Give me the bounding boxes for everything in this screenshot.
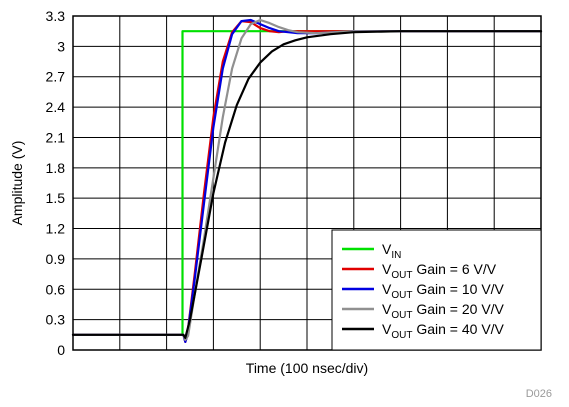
plot-area-frame xyxy=(72,15,542,351)
legend-label: VIN xyxy=(382,241,401,261)
y-tick-label: 1.5 xyxy=(46,190,66,206)
legend-label: VOUT Gain = 20 V/V xyxy=(382,301,505,321)
y-tick-label: 3 xyxy=(57,38,65,54)
y-tick-labels: 0 0.3 0.6 0.9 1.2 1.5 1.8 2.1 2.4 2.7 3 3.3 xyxy=(46,8,66,358)
legend-label: VOUT Gain = 10 V/V xyxy=(382,281,505,301)
y-tick-label: 0 xyxy=(57,342,65,358)
y-tick-label: 3.3 xyxy=(46,8,66,24)
y-tick-label: 2.1 xyxy=(46,129,66,145)
figure-id: D026 xyxy=(526,388,552,400)
y-tick-label: 0.6 xyxy=(46,281,66,297)
series-layer xyxy=(71,18,543,343)
series-line-4 xyxy=(71,30,543,339)
y-tick-label: 1.2 xyxy=(46,221,66,237)
y-tick-label: 2.7 xyxy=(46,69,66,85)
y-axis-label: Amplitude (V) xyxy=(9,141,25,226)
series-line-3 xyxy=(71,18,543,341)
y-tick-label: 0.3 xyxy=(46,312,66,328)
y-tick-label: 2.4 xyxy=(46,99,66,115)
y-tick-label: 1.8 xyxy=(46,160,66,176)
legend-label: VOUT Gain = 6 V/V xyxy=(382,261,497,281)
y-tick-label: 0.9 xyxy=(46,251,66,267)
x-axis-label: Time (100 nsec/div) xyxy=(246,360,368,376)
legend-label: VOUT Gain = 40 V/V xyxy=(382,321,505,341)
